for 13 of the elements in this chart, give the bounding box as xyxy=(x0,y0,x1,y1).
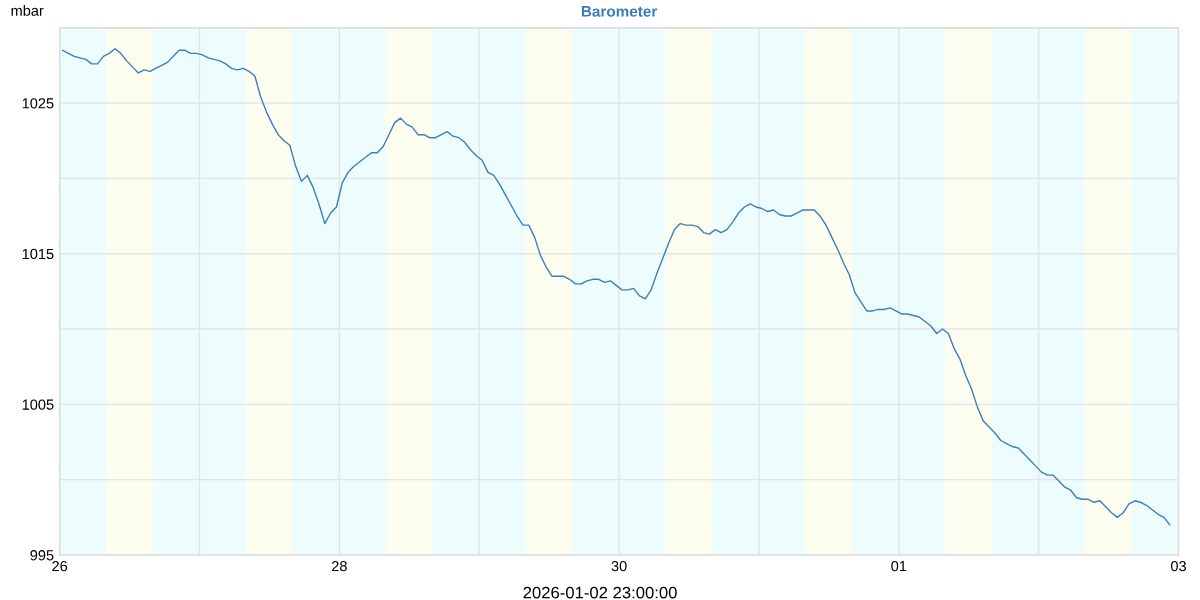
x-axis-title: 2026-01-02 23:00:00 xyxy=(523,586,677,599)
x-tick-label: 01 xyxy=(891,560,907,572)
y-tick-label: 995 xyxy=(30,550,54,561)
y-tick-label: 1015 xyxy=(22,248,54,260)
y-axis-title: mbar xyxy=(11,5,44,16)
y-tick-label: 1005 xyxy=(22,399,54,410)
x-tick-label: 03 xyxy=(1170,560,1186,572)
x-tick-label: 28 xyxy=(331,560,347,572)
x-tick-label: 30 xyxy=(611,560,627,572)
chart-title: Barometer xyxy=(581,6,658,17)
x-tick-label: 26 xyxy=(52,560,68,572)
y-tick-label: 1025 xyxy=(22,98,54,109)
line-series xyxy=(61,48,1171,526)
